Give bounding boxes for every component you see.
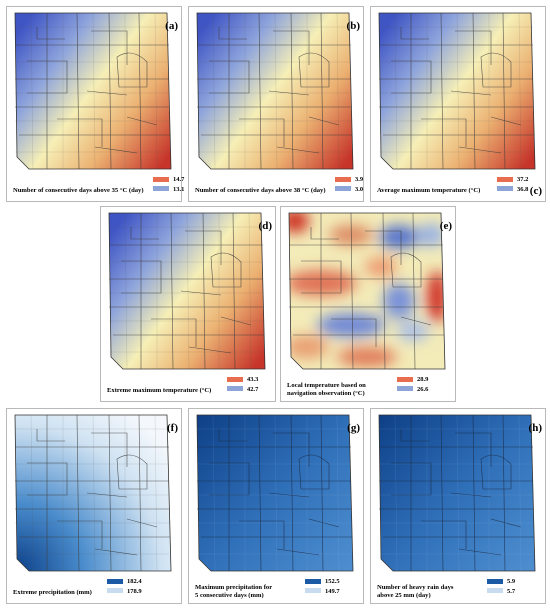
legend-min: 36.8 [517, 186, 529, 193]
legend-min: 5.7 [507, 588, 516, 595]
legend-max: 3.9 [355, 176, 364, 183]
panel-label: (b) [346, 20, 360, 32]
panel-c: (c) Average maximum temperature (°C) 37.… [370, 6, 546, 202]
map-a [14, 12, 172, 170]
legend-swatch-low [397, 386, 413, 391]
legend-swatch-high [335, 177, 351, 182]
legend-swatch-low [497, 186, 513, 191]
legend-max: 43.3 [247, 376, 259, 383]
panel-d: (d) Extreme maximum temperature (°C) 43.… [100, 206, 276, 402]
panel-h: (h) Number of heavy rain days above 25 m… [370, 408, 546, 604]
legend-title: Maximum precipitation for 5 consecutive … [195, 584, 272, 600]
map-c [378, 12, 536, 170]
legend-swatch-high [227, 377, 243, 382]
map-f [14, 414, 172, 572]
legend-title: Local temperature based on navigation ob… [287, 382, 366, 398]
legend-swatch-low [227, 386, 243, 391]
legend-title-line1: Maximum precipitation for [195, 584, 273, 591]
legend-swatch-high [153, 177, 169, 182]
map-g [196, 414, 354, 572]
legend-title-line1: Number of heavy rain days [377, 584, 454, 591]
legend-title-line2: navigation observation (°C) [287, 390, 365, 397]
map-e [288, 212, 446, 370]
legend-max: 28.9 [417, 376, 429, 383]
legend-title-line2: above 25 mm (day) [377, 592, 431, 599]
legend-title: Number of consecutive days above 35 °C (… [13, 187, 144, 194]
panel-f: (f) Extreme precipitation (mm) 182.4 178… [6, 408, 182, 604]
map-d [108, 212, 266, 370]
panel-a: (a) Number of consecutive days above 35 … [6, 6, 185, 202]
legend-title: Number of heavy rain days above 25 mm (d… [377, 584, 453, 600]
legend-swatch-high [487, 579, 503, 584]
map-b [196, 12, 354, 170]
legend-min: 3.0 [355, 186, 364, 193]
legend-swatch-low [487, 588, 503, 593]
legend-swatch-low [153, 186, 169, 191]
panel-label: (d) [258, 220, 272, 232]
legend-min: 26.6 [417, 386, 429, 393]
legend-title: Extreme precipitation (mm) [13, 589, 92, 596]
legend-min: 13.1 [173, 186, 185, 193]
legend-max: 14.7 [173, 176, 185, 183]
legend-min: 42.7 [247, 386, 259, 393]
legend-max: 182.4 [127, 578, 142, 585]
legend-swatch-high [305, 579, 321, 584]
panel-label: (f) [167, 422, 178, 434]
panel-g: (g) Maximum precipitation for 5 consecut… [188, 408, 364, 604]
legend-min: 178.9 [127, 588, 142, 595]
legend-max: 37.2 [517, 176, 529, 183]
panel-label: (a) [165, 20, 178, 32]
legend-swatch-high [397, 377, 413, 382]
panel-label: (h) [528, 422, 542, 434]
legend-min: 149.7 [325, 588, 340, 595]
panel-label: (c) [529, 185, 542, 197]
legend-max: 152.5 [325, 578, 340, 585]
legend-swatch-high [107, 579, 123, 584]
legend-title: Extreme maximum temperature (°C) [107, 387, 212, 394]
legend-max: 5.9 [507, 578, 516, 585]
panel-label: (g) [347, 422, 360, 434]
legend-title: Average maximum temperature (°C) [377, 187, 481, 194]
map-h [378, 414, 536, 572]
legend-title-line1: Local temperature based on [287, 382, 366, 389]
panel-e: (e) Local temperature based on navigatio… [280, 206, 456, 402]
legend-title-line2: 5 consecutive days (mm) [195, 592, 264, 599]
legend-swatch-low [305, 588, 321, 593]
legend-swatch-high [497, 177, 513, 182]
legend-title: Number of consecutive days above 38 °C (… [195, 187, 326, 194]
legend-swatch-low [335, 186, 351, 191]
panel-label: (e) [439, 220, 452, 232]
legend-swatch-low [107, 588, 123, 593]
panel-b: (b) Number of consecutive days above 38 … [188, 6, 364, 202]
